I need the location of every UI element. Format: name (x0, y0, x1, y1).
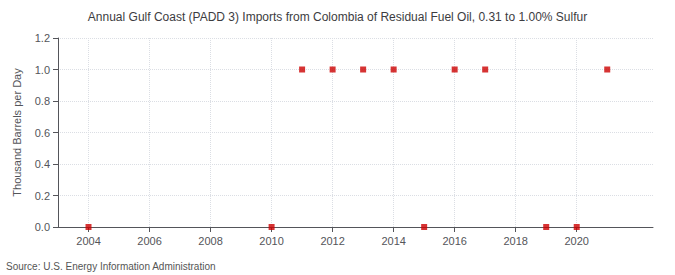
svg-text:2010: 2010 (259, 235, 283, 247)
svg-text:2008: 2008 (198, 235, 222, 247)
svg-text:1.0: 1.0 (35, 64, 50, 76)
svg-text:0.6: 0.6 (35, 127, 50, 139)
svg-text:2014: 2014 (381, 235, 405, 247)
svg-text:Thousand Barrels per Day: Thousand Barrels per Day (11, 68, 23, 197)
svg-text:2006: 2006 (137, 235, 161, 247)
svg-text:1.2: 1.2 (35, 32, 50, 44)
svg-text:2016: 2016 (442, 235, 466, 247)
svg-text:Source: U.S. Energy Informatio: Source: U.S. Energy Information Administ… (6, 261, 216, 272)
svg-text:2020: 2020 (564, 235, 588, 247)
svg-text:2012: 2012 (320, 235, 344, 247)
svg-text:0.4: 0.4 (35, 158, 50, 170)
svg-text:2018: 2018 (503, 235, 527, 247)
svg-text:0.8: 0.8 (35, 95, 50, 107)
svg-text:0.0: 0.0 (35, 221, 50, 233)
svg-text:Annual Gulf Coast (PADD 3) Imp: Annual Gulf Coast (PADD 3) Imports from … (88, 10, 587, 24)
svg-text:0.2: 0.2 (35, 190, 50, 202)
svg-text:2004: 2004 (76, 235, 100, 247)
